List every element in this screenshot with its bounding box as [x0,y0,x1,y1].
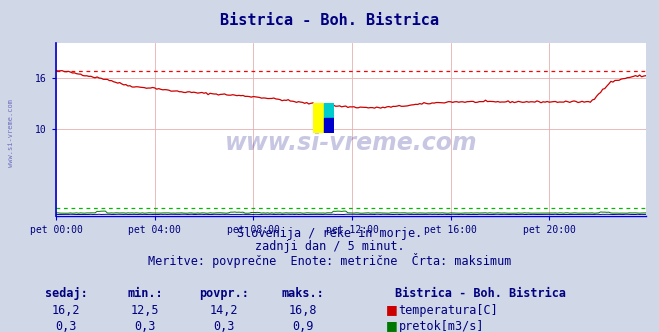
Text: 0,3: 0,3 [134,320,156,332]
Bar [313,103,324,133]
Text: pretok[m3/s]: pretok[m3/s] [399,320,484,332]
Text: temperatura[C]: temperatura[C] [399,304,498,317]
Text: 0,9: 0,9 [293,320,314,332]
Text: www.si-vreme.com: www.si-vreme.com [225,131,477,155]
Text: Meritve: povprečne  Enote: metrične  Črta: maksimum: Meritve: povprečne Enote: metrične Črta:… [148,253,511,268]
Text: 12,5: 12,5 [130,304,159,317]
Text: 0,3: 0,3 [214,320,235,332]
Bar [324,103,334,118]
Text: ■: ■ [386,319,397,332]
Text: 0,3: 0,3 [55,320,76,332]
Text: Bistrica - Boh. Bistrica: Bistrica - Boh. Bistrica [395,287,566,300]
Text: 16,2: 16,2 [51,304,80,317]
Text: sedaj:: sedaj: [45,287,87,300]
Text: maks.:: maks.: [282,287,324,300]
Bar [324,118,334,133]
Text: Bistrica - Boh. Bistrica: Bistrica - Boh. Bistrica [220,13,439,28]
Text: 14,2: 14,2 [210,304,239,317]
Text: www.si-vreme.com: www.si-vreme.com [8,99,14,167]
Text: zadnji dan / 5 minut.: zadnji dan / 5 minut. [254,240,405,253]
Text: povpr.:: povpr.: [199,287,249,300]
Text: ■: ■ [386,303,397,316]
Text: Slovenija / reke in morje.: Slovenija / reke in morje. [237,227,422,240]
Text: 16,8: 16,8 [289,304,318,317]
Text: min.:: min.: [127,287,163,300]
